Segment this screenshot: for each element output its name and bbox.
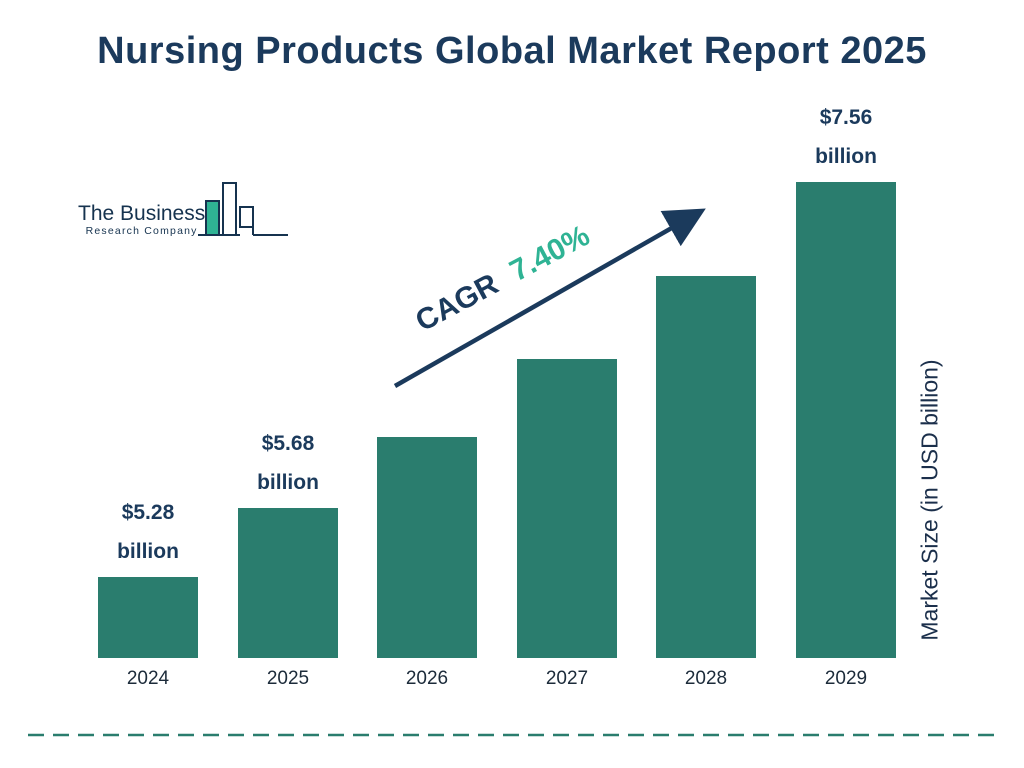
bar bbox=[238, 508, 338, 658]
company-logo: The Business Research Company bbox=[70, 175, 300, 255]
bar bbox=[98, 577, 198, 658]
bar-column: $5.28 billion 2024 bbox=[98, 493, 198, 689]
bar-column: 2026 bbox=[377, 437, 477, 689]
bar-value-label: $5.28 billion bbox=[117, 501, 179, 563]
company-logo-subtitle: Research Company bbox=[85, 225, 198, 237]
company-logo-name: The Business bbox=[78, 202, 206, 225]
chart-title: Nursing Products Global Market Report 20… bbox=[97, 30, 927, 72]
bar-column: 2028 bbox=[656, 276, 756, 689]
x-axis-tick-label: 2024 bbox=[126, 668, 170, 689]
company-logo-text: The Business Research Company bbox=[78, 202, 206, 238]
bar-column: $5.68 billion 2025 bbox=[238, 424, 338, 689]
bar bbox=[656, 276, 756, 658]
bar bbox=[377, 437, 477, 658]
bar-column: 2027 bbox=[517, 359, 617, 689]
bar bbox=[796, 182, 896, 658]
x-axis-tick-label: 2026 bbox=[405, 668, 449, 689]
x-axis-tick-label: 2027 bbox=[545, 668, 589, 689]
bar bbox=[517, 359, 617, 658]
bar-value-label: $5.68 billion bbox=[257, 432, 319, 494]
bar-column: $7.56 billion 2029 bbox=[796, 98, 896, 689]
bar-value-label: $7.56 billion bbox=[815, 106, 877, 168]
y-axis-label: Market Size (in USD billion) bbox=[916, 359, 943, 641]
x-axis-tick-label: 2025 bbox=[266, 668, 310, 689]
x-axis-tick-label: 2028 bbox=[684, 668, 728, 689]
x-axis-tick-label: 2029 bbox=[824, 668, 868, 689]
company-logo-icon bbox=[198, 182, 288, 236]
